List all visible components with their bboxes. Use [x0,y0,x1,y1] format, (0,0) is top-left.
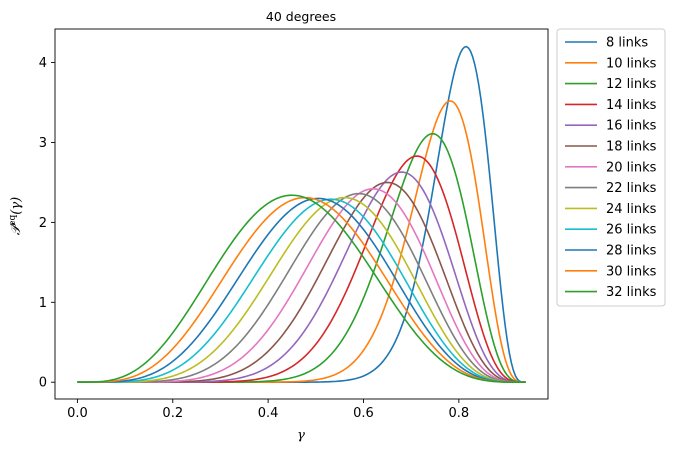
legend-label: 22 links [606,181,657,196]
y-tick-label: 3 [39,136,47,151]
legend-label: 30 links [606,264,657,279]
y-tick-label: 4 [39,56,47,71]
y-tick-label: 1 [39,296,47,311]
series-line [77,155,526,384]
y-axis: 0 1 2 3 4 [39,56,55,391]
series-lines [77,45,526,384]
series-line [77,197,526,384]
y-axis-title-arg: (γ) [9,197,24,215]
legend-label: 32 links [606,285,657,300]
x-tick-label: 0.8 [448,406,469,421]
x-axis: 0.0 0.2 0.4 0.6 0.8 [67,399,469,421]
x-tick-label: 0.2 [162,406,183,421]
series-line [77,198,526,384]
legend-label: 8 links [606,36,648,51]
legend-label: 18 links [606,140,657,155]
y-tick-label: 2 [39,216,47,231]
legend-label: 26 links [606,223,657,238]
plot-frame [54,28,549,400]
series-line [77,194,526,384]
legend-label: 12 links [606,77,657,92]
x-tick-label: 0.4 [258,406,279,421]
legend-label: 10 links [606,56,657,71]
legend-label: 24 links [606,202,657,217]
series-line [77,196,526,384]
y-axis-title-sup: eq [8,214,18,225]
legend: 8 links 10 links 12 links 14 links 16 links 1… [556,28,666,307]
legend-frame [556,28,666,307]
legend-label: 16 links [606,119,657,134]
legend-label: 20 links [606,160,657,175]
legend-label: 28 links [606,244,657,259]
y-tick-label: 0 [39,376,47,391]
series-line [77,192,526,384]
series-line [77,196,526,384]
y-axis-title: 𝒫eq(γ) [8,197,24,235]
x-tick-label: 0.6 [353,406,374,421]
legend-label: 14 links [606,98,657,113]
x-tick-label: 0.0 [67,406,88,421]
chart-title: 40 degrees [266,9,336,24]
x-axis-title: γ [297,428,305,443]
